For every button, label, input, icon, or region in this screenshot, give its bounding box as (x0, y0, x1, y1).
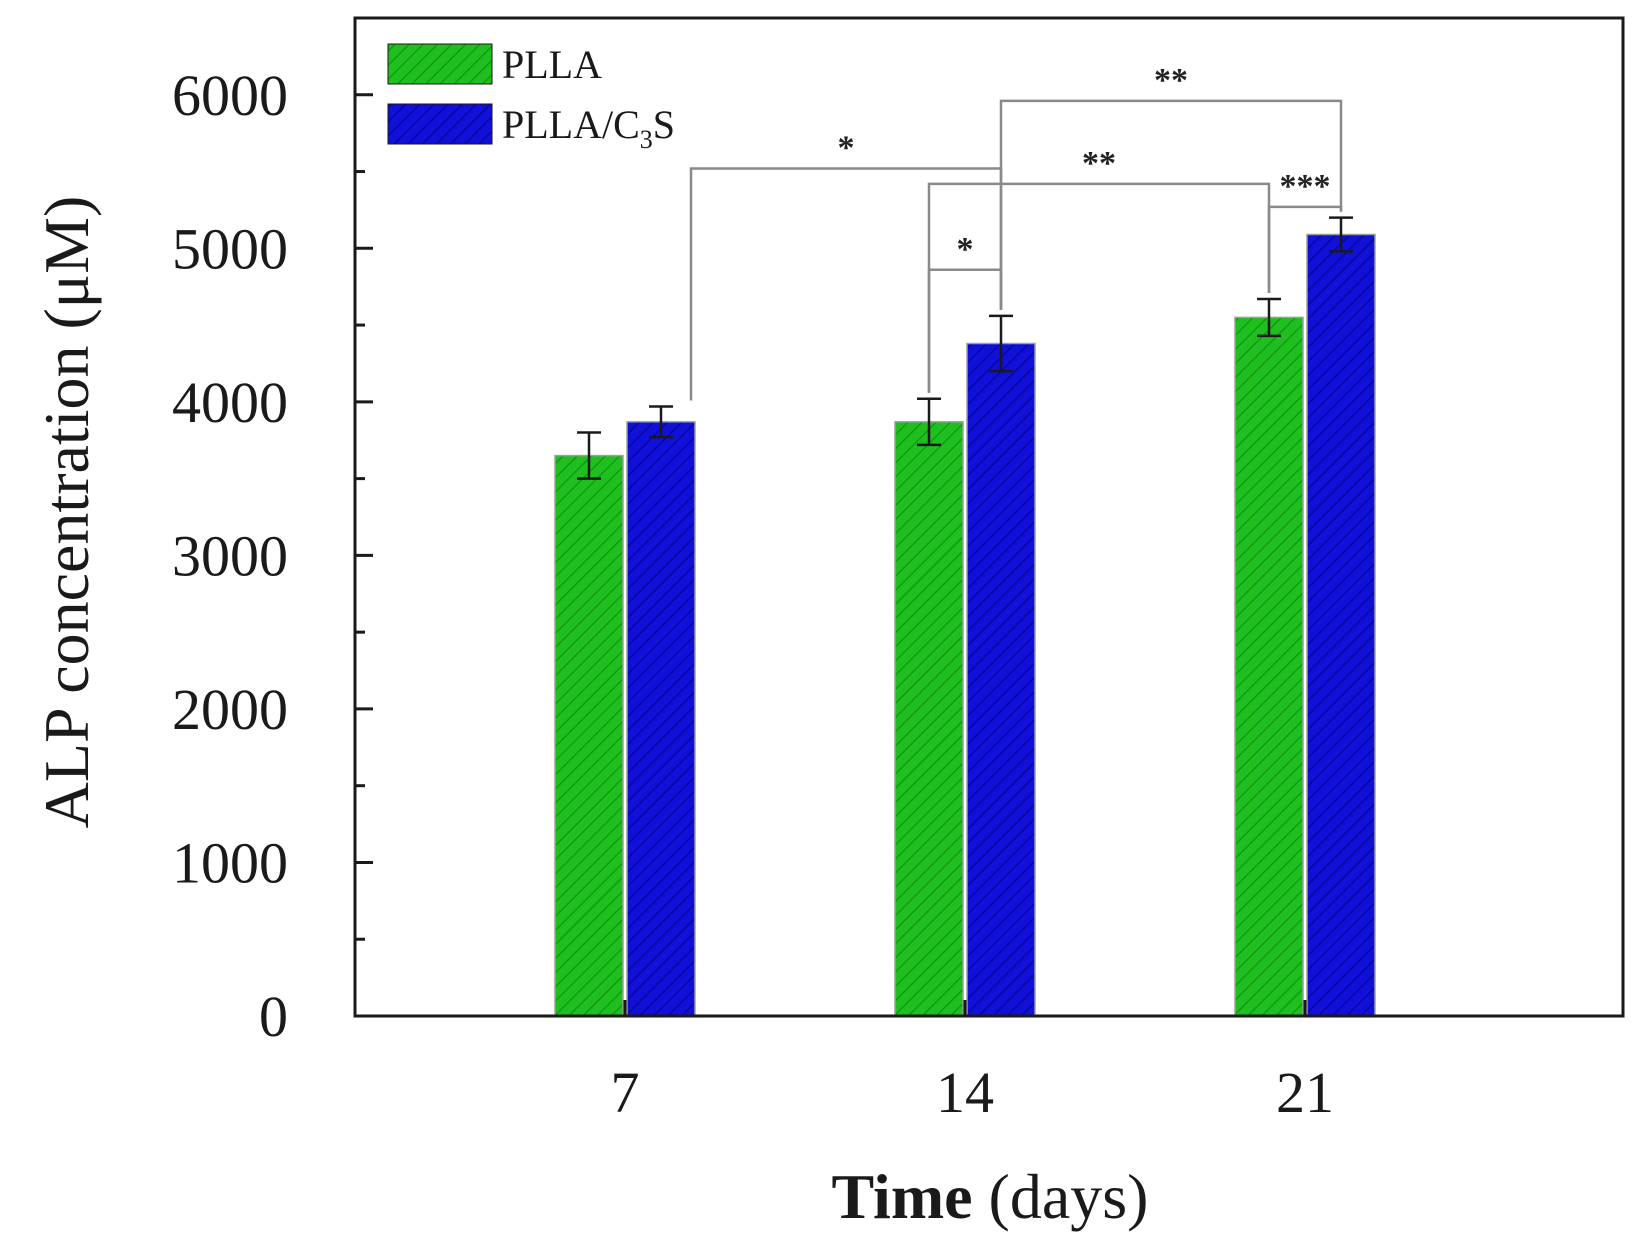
bar-plla-c3s-14 (966, 342, 1036, 1017)
x-tick-label-14: 14 (936, 1060, 994, 1125)
x-tick-label-7: 7 (611, 1060, 640, 1125)
x-axis: 7 14 21 (611, 1000, 1334, 1125)
error-bar-plla-7 (577, 431, 601, 480)
y-axis-title: ALP concentration (μM) (31, 196, 102, 829)
x-tick-label-21: 21 (1276, 1060, 1334, 1125)
bar-plla-c3s-21 (1306, 233, 1376, 1017)
legend: PLLA PLLA/C3S (387, 42, 675, 154)
significance-bracket-1 (689, 167, 1003, 401)
significance-annotations: ********* (689, 62, 1343, 401)
legend-label-plla: PLLA (502, 42, 602, 87)
bar-plla-14 (894, 421, 964, 1017)
significance-label-3: ** (1082, 145, 1116, 182)
error-bar-plla-c3s-7 (649, 405, 673, 439)
y-tick-label-6000: 6000 (172, 63, 288, 128)
error-bar-plla-c3s-21 (1329, 216, 1353, 253)
y-tick-label-1000: 1000 (172, 830, 288, 895)
plot-frame (353, 16, 1625, 1018)
error-bar-plla-c3s-14 (989, 314, 1013, 373)
legend-label-plla-c3s: PLLA/C3S (502, 102, 675, 154)
significance-label-5: ** (1154, 62, 1188, 99)
bar-plla-21 (1234, 316, 1304, 1017)
y-tick-label-3000: 3000 (172, 523, 288, 588)
significance-label-1: * (838, 129, 855, 166)
significance-bracket-5 (999, 99, 1343, 310)
x-axis-title: Time (days) (832, 1161, 1149, 1232)
y-tick-label-0: 0 (259, 984, 288, 1049)
significance-label-4: *** (1280, 168, 1331, 205)
bar-plla-7 (554, 454, 624, 1017)
y-tick-label-4000: 4000 (172, 370, 288, 435)
legend-swatch-plla (387, 43, 493, 85)
y-axis: 0 1000 2000 3000 4000 5000 6000 (172, 63, 373, 1049)
y-tick-label-5000: 5000 (172, 216, 288, 281)
error-bar-plla-14 (917, 397, 941, 447)
bars (554, 216, 1376, 1017)
error-bar-plla-21 (1257, 297, 1281, 338)
legend-swatch-plla-c3s (387, 103, 493, 145)
significance-label-2: * (957, 231, 974, 268)
bar-plla-c3s-7 (626, 421, 696, 1017)
y-tick-label-2000: 2000 (172, 677, 288, 742)
